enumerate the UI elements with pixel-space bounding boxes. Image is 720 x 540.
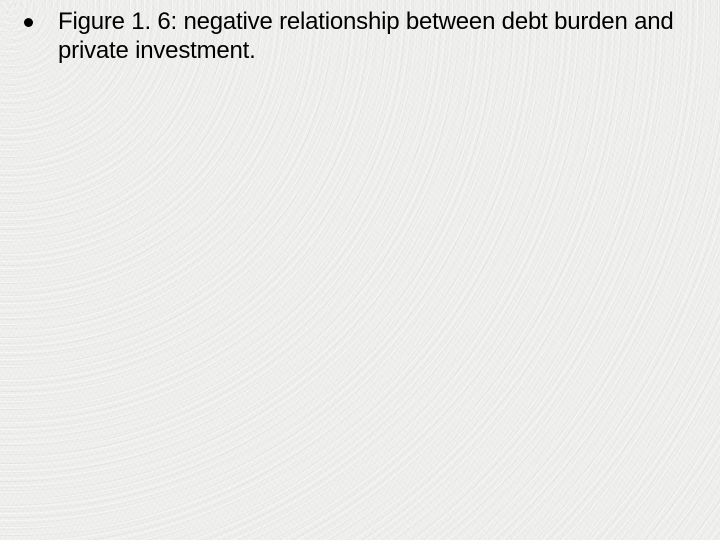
bullet-list: Figure 1. 6: negative relationship betwe… <box>0 8 720 66</box>
bullet-text: Figure 1. 6: negative relationship betwe… <box>58 8 674 64</box>
slide-body: Figure 1. 6: negative relationship betwe… <box>0 0 720 540</box>
list-item: Figure 1. 6: negative relationship betwe… <box>24 8 688 66</box>
bullet-icon <box>24 18 33 27</box>
